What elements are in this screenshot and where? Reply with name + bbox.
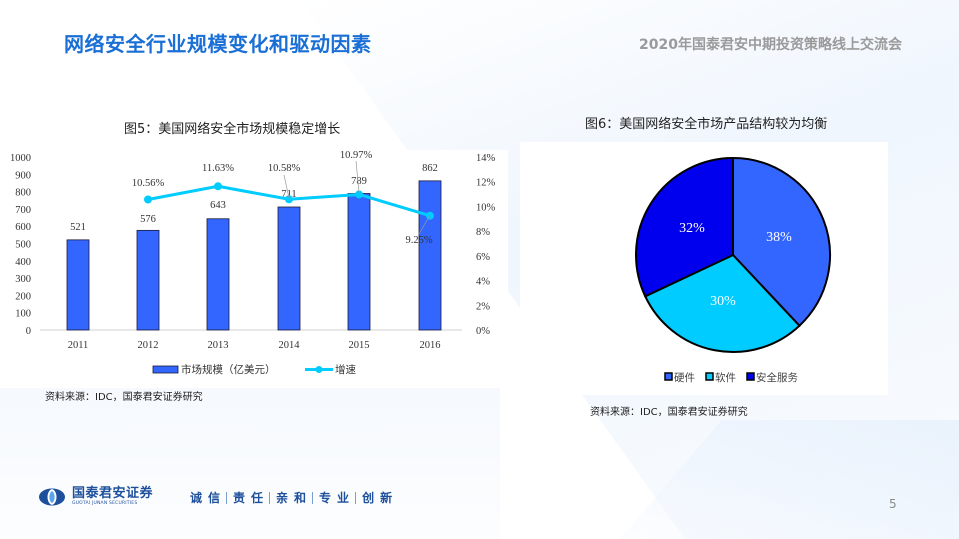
growth-value-label: 10.58% bbox=[268, 163, 301, 174]
page-number: 5 bbox=[889, 497, 897, 511]
y-axis-left-tick: 900 bbox=[15, 170, 31, 181]
growth-value-label: 10.56% bbox=[132, 178, 165, 189]
brand-logo: 国泰君安证券 GUOTAI JUNAN SECURITIES bbox=[38, 487, 153, 507]
logo-icon bbox=[39, 488, 65, 506]
legend-swatch bbox=[664, 372, 673, 381]
leader-line bbox=[355, 160, 360, 194]
bar bbox=[418, 180, 442, 331]
y-axis-right-tick: 4% bbox=[476, 277, 490, 288]
growth-point bbox=[285, 195, 293, 204]
growth-point bbox=[355, 190, 363, 199]
slogan-item: 亲和 bbox=[276, 491, 313, 505]
growth-value-label: 11.63% bbox=[202, 163, 234, 174]
bar-value-label: 521 bbox=[70, 222, 86, 233]
pie-slice-label: 38% bbox=[766, 230, 792, 245]
figure5-panel: 0 100 200 300 400 500 600 700 800 900 1000 0% 2% 4% 6%… bbox=[0, 150, 508, 388]
legend-label: 硬件 bbox=[674, 372, 695, 384]
bar bbox=[66, 239, 90, 331]
figure5-source: 资料来源：IDC，国泰君安证券研究 bbox=[45, 392, 203, 403]
background-decoration bbox=[620, 420, 959, 539]
figure5-caption: 图5：美国网络安全市场规模稳定增长 bbox=[124, 122, 341, 137]
figure6-panel: 38% 30% 32% 硬件 软件 安全服务 bbox=[520, 142, 888, 395]
y-axis-right-tick: 6% bbox=[476, 252, 490, 263]
bar-value-label: 576 bbox=[140, 214, 156, 225]
x-axis-tick: 2011 bbox=[68, 340, 89, 351]
y-axis-left-tick: 200 bbox=[15, 291, 31, 302]
page-title: 网络安全行业规模变化和驱动因素 bbox=[64, 32, 372, 56]
x-axis-tick: 2016 bbox=[420, 340, 441, 351]
y-axis-left-tick: 800 bbox=[15, 188, 31, 199]
y-axis-right-tick: 10% bbox=[476, 202, 496, 213]
y-axis-left-tick: 400 bbox=[15, 257, 31, 268]
legend-line-marker bbox=[315, 366, 323, 373]
legend-bar-label: 市场规模（亿美元） bbox=[181, 363, 276, 376]
brand-name-en: GUOTAI JUNAN SECURITIES bbox=[72, 501, 138, 506]
bar bbox=[277, 206, 301, 331]
y-axis-left-tick: 700 bbox=[15, 205, 31, 216]
bar-value-label: 643 bbox=[210, 200, 226, 211]
slogan-item: 诚信 bbox=[190, 491, 227, 505]
pie-slice-label: 30% bbox=[710, 294, 736, 309]
bar-value-label: 862 bbox=[422, 163, 438, 174]
slogan-divider bbox=[312, 491, 314, 504]
y-axis-right-tick: 2% bbox=[476, 301, 490, 312]
leader-line bbox=[283, 174, 290, 199]
growth-value-label: 9.25% bbox=[405, 235, 432, 246]
legend-label: 软件 bbox=[715, 371, 736, 384]
pie-slice-label: 32% bbox=[679, 221, 705, 236]
y-axis-left-tick: 300 bbox=[15, 274, 31, 285]
slogan-item: 责任 bbox=[233, 491, 270, 505]
x-axis-tick: 2013 bbox=[208, 340, 229, 351]
slogan-divider bbox=[269, 491, 271, 504]
y-axis-left-tick: 600 bbox=[15, 222, 31, 233]
leader-line bbox=[418, 214, 431, 235]
slogan-divider bbox=[355, 491, 357, 504]
pie-slice bbox=[635, 156, 734, 298]
x-axis-tick: 2012 bbox=[138, 340, 159, 351]
bar bbox=[136, 229, 160, 331]
event-title: 2020年国泰君安中期投资策略线上交流会 bbox=[639, 37, 902, 53]
growth-value-label: 10.97% bbox=[340, 150, 373, 161]
bar bbox=[347, 193, 371, 331]
x-axis-tick: 2015 bbox=[349, 340, 370, 351]
pie-slice bbox=[732, 156, 831, 328]
bar-value-label: 711 bbox=[281, 189, 296, 200]
background-decoration bbox=[0, 380, 500, 539]
y-axis-left-tick: 1000 bbox=[10, 153, 31, 164]
product-structure-pie: 38% 30% 32% 硬件 软件 安全服务 bbox=[635, 156, 831, 384]
slogan: 诚信 责任 亲和 专业 创新 bbox=[190, 489, 398, 506]
slogan-divider bbox=[226, 491, 228, 504]
y-axis-right-tick: 14% bbox=[476, 153, 496, 164]
y-axis-right-tick: 12% bbox=[476, 178, 496, 189]
bar bbox=[206, 218, 230, 331]
figure6-source: 资料来源：IDC，国泰君安证券研究 bbox=[590, 407, 748, 418]
legend-bar-swatch bbox=[152, 365, 179, 374]
legend-label: 安全服务 bbox=[756, 371, 798, 384]
brand-name-cn: 国泰君安证券 bbox=[72, 486, 154, 501]
slogan-item: 专业 bbox=[319, 491, 356, 505]
legend-swatch bbox=[746, 372, 755, 381]
figure6-caption: 图6：美国网络安全市场产品结构较为均衡 bbox=[585, 117, 828, 132]
y-axis-right-tick: 8% bbox=[476, 227, 490, 238]
y-axis-left-tick: 100 bbox=[15, 309, 31, 320]
bar-value-label: 789 bbox=[351, 176, 367, 187]
x-axis-tick: 2014 bbox=[279, 340, 301, 351]
slogan-item: 创新 bbox=[362, 491, 399, 505]
legend-swatch bbox=[705, 372, 714, 381]
market-size-chart: 0 100 200 300 400 500 600 700 800 900 1000 0% 2% 4% 6%… bbox=[10, 150, 496, 376]
growth-point bbox=[214, 182, 222, 191]
y-axis-left-tick: 0 bbox=[26, 326, 31, 337]
y-axis-left-tick: 500 bbox=[15, 240, 31, 251]
legend-line-label: 增速 bbox=[335, 363, 356, 376]
y-axis-right-tick: 0% bbox=[476, 326, 490, 337]
growth-point bbox=[144, 195, 152, 204]
